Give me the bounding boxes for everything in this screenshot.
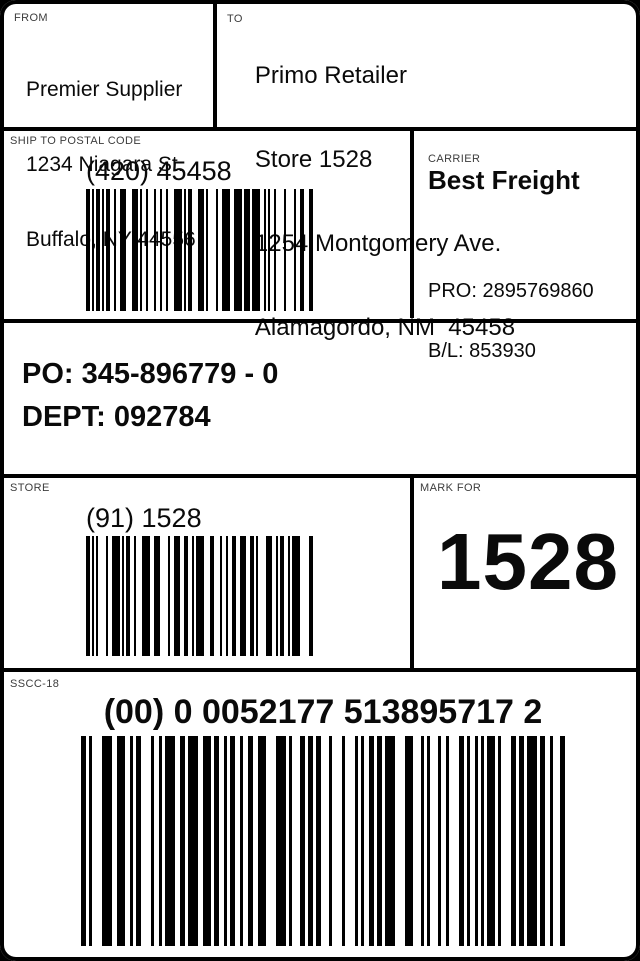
mark-for-value: 1528 xyxy=(437,517,619,606)
divider-postal-carrier xyxy=(410,131,414,318)
divider-row4-row5 xyxy=(4,668,636,672)
ship-to-street: 1254 Montgomery Ave. xyxy=(254,230,502,257)
ship-from-name: Premier Supplier xyxy=(26,78,183,101)
ship-to-label: TO xyxy=(227,13,243,25)
ship-to-store: Store 1528 xyxy=(254,146,373,173)
postal-code-section: SHIP TO POSTAL CODE (420) 45458 xyxy=(4,131,410,318)
dept-number: DEPT: 092784 xyxy=(22,401,211,433)
mark-for-label: MARK FOR xyxy=(420,482,482,494)
sscc-barcode-text: (00) 0 0052177 513895717 2 xyxy=(103,693,543,731)
divider-row3-row4 xyxy=(4,474,636,478)
po-number: PO: 345-896779 - 0 xyxy=(22,358,279,390)
carrier-section: CARRIER Best Freight PRO: 2895769860 B/L… xyxy=(414,131,636,361)
ship-to-section: TO Primo Retailer Store 1528 1254 Montgo… xyxy=(217,4,636,341)
ship-from-label: FROM xyxy=(14,12,48,24)
carrier-pro-number: PRO: 2895769860 xyxy=(428,280,594,302)
postal-barcode xyxy=(86,189,410,311)
divider-from-to xyxy=(213,4,217,127)
order-section: PO: 345-896779 - 0 DEPT: 092784 xyxy=(4,323,636,474)
sscc-barcode xyxy=(10,736,636,946)
postal-code-label: SHIP TO POSTAL CODE xyxy=(10,135,142,147)
ship-to-address: Primo Retailer Store 1528 1254 Montgomer… xyxy=(254,6,515,341)
carrier-name: Best Freight xyxy=(428,165,580,195)
divider-store-markfor xyxy=(410,478,414,668)
ship-from-street: 1234 Niagara St. xyxy=(26,153,184,176)
carrier-bol-number: B/L: 853930 xyxy=(428,340,536,362)
store-section: STORE (91) 1528 xyxy=(4,478,410,668)
sscc-section: SSCC-18 (00) 0 0052177 513895717 2 xyxy=(4,676,636,957)
ship-to-city: Alamagordo, NM 45458 xyxy=(254,314,516,341)
divider-row1-row2 xyxy=(4,127,636,131)
divider-row2-row3 xyxy=(4,319,636,323)
store-barcode-text: (91) 1528 xyxy=(86,503,202,533)
carrier-label: CARRIER xyxy=(428,153,481,165)
mark-for-section: MARK FOR 1528 xyxy=(414,478,636,668)
postal-barcode-text: (420) 45458 xyxy=(86,156,232,186)
store-barcode xyxy=(86,536,410,656)
ship-to-name: Primo Retailer xyxy=(254,62,407,89)
store-label: STORE xyxy=(10,482,50,494)
ship-from-section: FROM Premier Supplier 1234 Niagara St. B… xyxy=(4,4,213,251)
sscc-label: SSCC-18 xyxy=(10,678,60,690)
